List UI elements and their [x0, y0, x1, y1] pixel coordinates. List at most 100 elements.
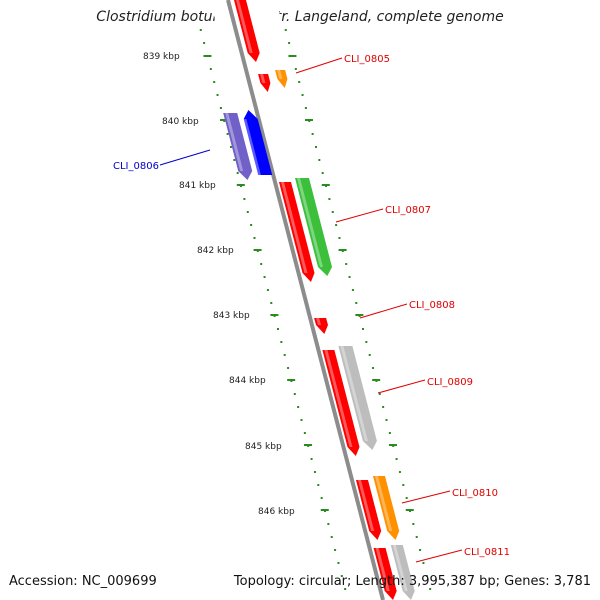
scale-dot	[246, 211, 249, 213]
scale-label-839: 839 kbp	[143, 52, 180, 62]
gene-arrow	[390, 545, 415, 600]
scale-dot	[331, 211, 334, 213]
scale-dot	[298, 81, 301, 83]
scale-dot	[318, 159, 321, 161]
gene-arrow	[279, 182, 315, 282]
scale-dot	[429, 588, 432, 590]
scale-dot	[405, 497, 408, 499]
scale-dot	[378, 393, 381, 395]
genome-backbone	[226, 0, 385, 600]
scale-dot	[425, 575, 428, 577]
scale-dot	[276, 328, 279, 330]
scale-label-844: 844 kbp	[229, 376, 266, 386]
gene-arrow	[234, 0, 260, 62]
scale-dot	[311, 133, 314, 135]
scale-dot	[372, 367, 375, 369]
scale-dot	[412, 523, 415, 525]
label-leader-line	[401, 490, 451, 504]
scale-dot	[300, 419, 303, 421]
scale-dot	[229, 146, 232, 148]
gene-label-cli-0809[interactable]: CLI_0809	[427, 377, 473, 388]
scale-dot	[226, 133, 229, 135]
gene-label-cli-0806[interactable]: CLI_0806	[113, 161, 159, 172]
scale-dot	[355, 302, 358, 304]
scale-dot	[310, 458, 313, 460]
scale-dot	[293, 393, 296, 395]
scale-dot	[219, 107, 222, 109]
scale-dot	[263, 276, 266, 278]
scale-dot	[344, 588, 347, 590]
map-title: Clostridium botulinum F str. Langeland, …	[96, 9, 504, 25]
genome-summary-text: Topology: circular; Length: 3,995,387 bp…	[233, 574, 591, 589]
gene-arrow-highlight	[243, 119, 261, 175]
scale-dot	[317, 484, 320, 486]
gene-arrow	[243, 110, 273, 175]
gene-arrow	[295, 178, 332, 276]
gene-label-cli-0811[interactable]: CLI_0811	[464, 547, 510, 558]
scale-dot	[280, 341, 283, 343]
gene-arrow-highlight	[358, 480, 375, 531]
scale-dot	[402, 484, 405, 486]
scale-dot	[233, 159, 236, 161]
gene-arrow	[258, 74, 271, 92]
scale-labels: 839 kbp 840 kbp 841 kbp 842 kbp 843 kbp …	[143, 52, 295, 517]
feature-track-background	[210, 0, 431, 600]
scale-dot	[328, 198, 331, 200]
track-band	[210, 0, 431, 600]
gene-arrow-highlight	[277, 70, 283, 79]
scale-dot	[334, 549, 337, 551]
accession-text: Accession: NC_009699	[9, 574, 157, 589]
scale-dot	[382, 406, 385, 408]
gene-arrow-highlight	[316, 318, 321, 325]
gene-arrow-highlight	[297, 178, 323, 267]
scale-dot	[213, 81, 216, 83]
scale-dot	[321, 172, 324, 174]
gene-arrow	[373, 548, 397, 600]
scale-dot	[345, 263, 348, 265]
gene-label-cli-0807[interactable]: CLI_0807	[385, 205, 431, 216]
scale-dot	[385, 419, 388, 421]
scale-dot	[253, 237, 256, 239]
scale-dot	[330, 536, 333, 538]
gene-arrow-highlight	[225, 113, 244, 171]
scale-dot	[320, 497, 323, 499]
gene-label-cli-0810[interactable]: CLI_0810	[452, 488, 498, 499]
scale-dot	[216, 94, 219, 96]
scale-dot	[361, 328, 364, 330]
label-leader-line	[415, 549, 463, 563]
scale-dot	[243, 198, 246, 200]
gene-arrow-highlight	[281, 182, 308, 273]
scale-dot	[287, 367, 290, 369]
gene-label-cli-0808[interactable]: CLI_0808	[409, 300, 455, 311]
gene-labels: CLI_0805 CLI_0806 CLI_0807 CLI_0808 CLI_…	[113, 54, 510, 558]
scale-dot	[348, 276, 351, 278]
label-leader-lines	[159, 57, 463, 563]
scale-dot	[340, 575, 343, 577]
scale-dot	[351, 289, 354, 291]
gene-arrow-highlight	[375, 476, 393, 531]
gene-arrow	[356, 480, 382, 540]
scale-dot	[297, 406, 300, 408]
gene-arrow	[223, 113, 253, 180]
scale-dot	[209, 68, 212, 70]
gene-arrow-highlight	[260, 74, 266, 83]
gene-arrow	[338, 346, 377, 450]
label-leader-line	[359, 303, 408, 319]
gene-arrow-highlight	[392, 545, 408, 591]
gene-arrow-highlight	[375, 548, 390, 591]
scale-dot	[388, 432, 391, 434]
scale-dot	[398, 471, 401, 473]
scale-dot	[199, 29, 202, 31]
scale-dot	[236, 172, 239, 174]
scale-label-846: 846 kbp	[258, 507, 295, 517]
scale-label-845: 845 kbp	[245, 442, 282, 452]
scale-dot	[419, 549, 422, 551]
scale-dot	[335, 224, 338, 226]
gene-label-cli-0805[interactable]: CLI_0805	[344, 54, 390, 65]
gene-features	[223, 0, 415, 600]
scale-dot	[250, 224, 253, 226]
label-leader-line	[159, 149, 211, 166]
scale-dot	[395, 458, 398, 460]
scale-label-842: 842 kbp	[197, 246, 234, 256]
